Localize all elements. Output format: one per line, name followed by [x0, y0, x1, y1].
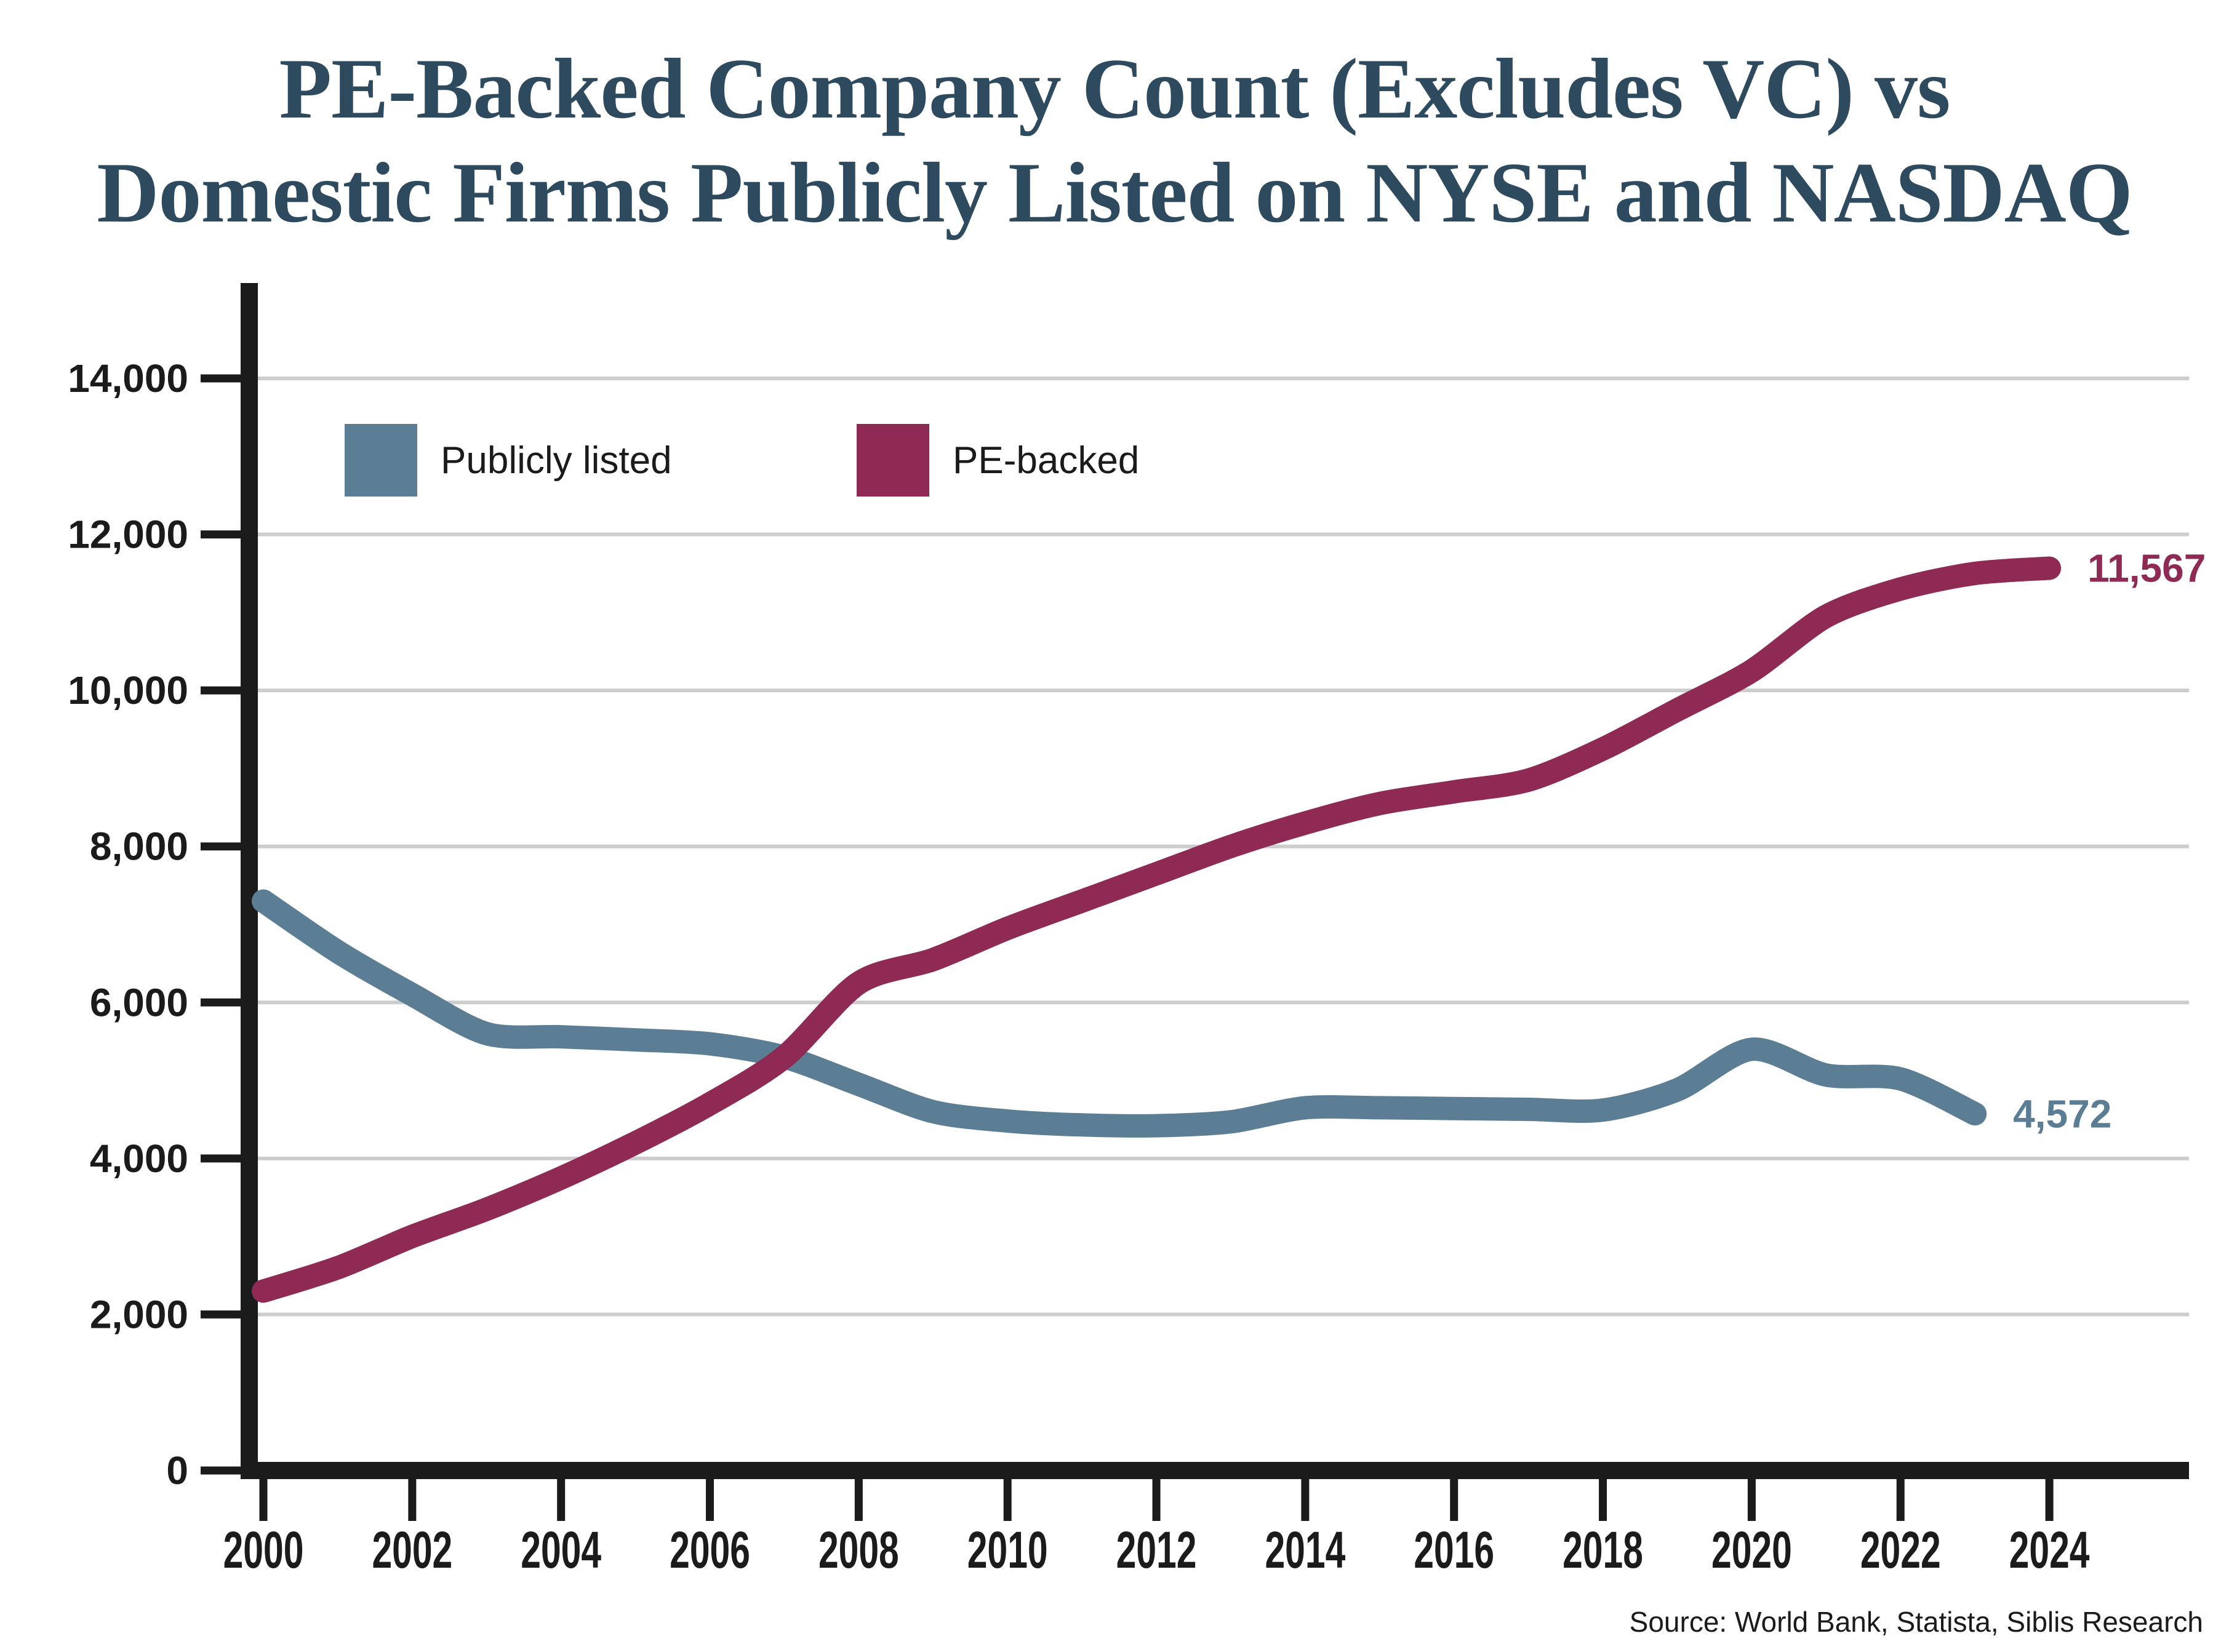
x-tick-label-2002: 2002 [372, 1522, 452, 1579]
chart-title: PE-Backed Company Count (Excludes VC) vs… [0, 37, 2229, 245]
pe-backed-swatch-icon [857, 424, 929, 497]
x-tick-label-2024: 2024 [2009, 1522, 2090, 1579]
series-end-label-pe-backed: 11,567 [2087, 546, 2206, 590]
chart-title-line-2: Domestic Firms Publicly Listed on NYSE a… [97, 145, 2132, 241]
publicly-listed-swatch-icon [345, 424, 417, 497]
x-tick-label-2022: 2022 [1860, 1522, 1941, 1579]
x-tick-label-2000: 2000 [223, 1522, 304, 1579]
y-tick-label-0: 0 [166, 1448, 188, 1493]
chart-title-line-1: PE-Backed Company Count (Excludes VC) vs [279, 41, 1951, 137]
series-end-label-publicly-listed: 4,572 [2013, 1091, 2111, 1136]
pe-backed-legend-label: PE-backed [953, 439, 1140, 482]
x-tick-label-2006: 2006 [670, 1522, 750, 1579]
x-tick-label-2004: 2004 [521, 1522, 601, 1579]
legend-item-publicly-listed: Publicly listed [345, 423, 672, 497]
y-tick-label-12000: 12,000 [68, 513, 188, 557]
y-tick-label-8000: 8,000 [90, 824, 188, 869]
y-tick-label-10000: 10,000 [68, 668, 188, 712]
y-tick-label-14000: 14,000 [68, 356, 188, 401]
x-tick-label-2020: 2020 [1711, 1522, 1792, 1579]
y-tick-label-2000: 2,000 [90, 1292, 188, 1336]
x-tick-label-2012: 2012 [1116, 1522, 1197, 1579]
x-tick-label-2016: 2016 [1414, 1522, 1494, 1579]
series-line-pe-backed [252, 556, 2062, 1303]
legend-item-pe-backed: PE-backed [857, 423, 1139, 497]
x-tick-label-2010: 2010 [967, 1522, 1048, 1579]
y-tick-label-4000: 4,000 [90, 1136, 188, 1181]
x-tick-label-2018: 2018 [1563, 1522, 1643, 1579]
y-tick-label-6000: 6,000 [90, 980, 188, 1024]
source-note: Source: World Bank, Statista, Siblis Res… [1629, 1606, 2203, 1638]
x-tick-label-2014: 2014 [1265, 1522, 1345, 1579]
publicly-listed-legend-label: Publicly listed [441, 439, 672, 482]
x-tick-label-2008: 2008 [818, 1522, 899, 1579]
series-line-publicly-listed [252, 889, 1987, 1138]
